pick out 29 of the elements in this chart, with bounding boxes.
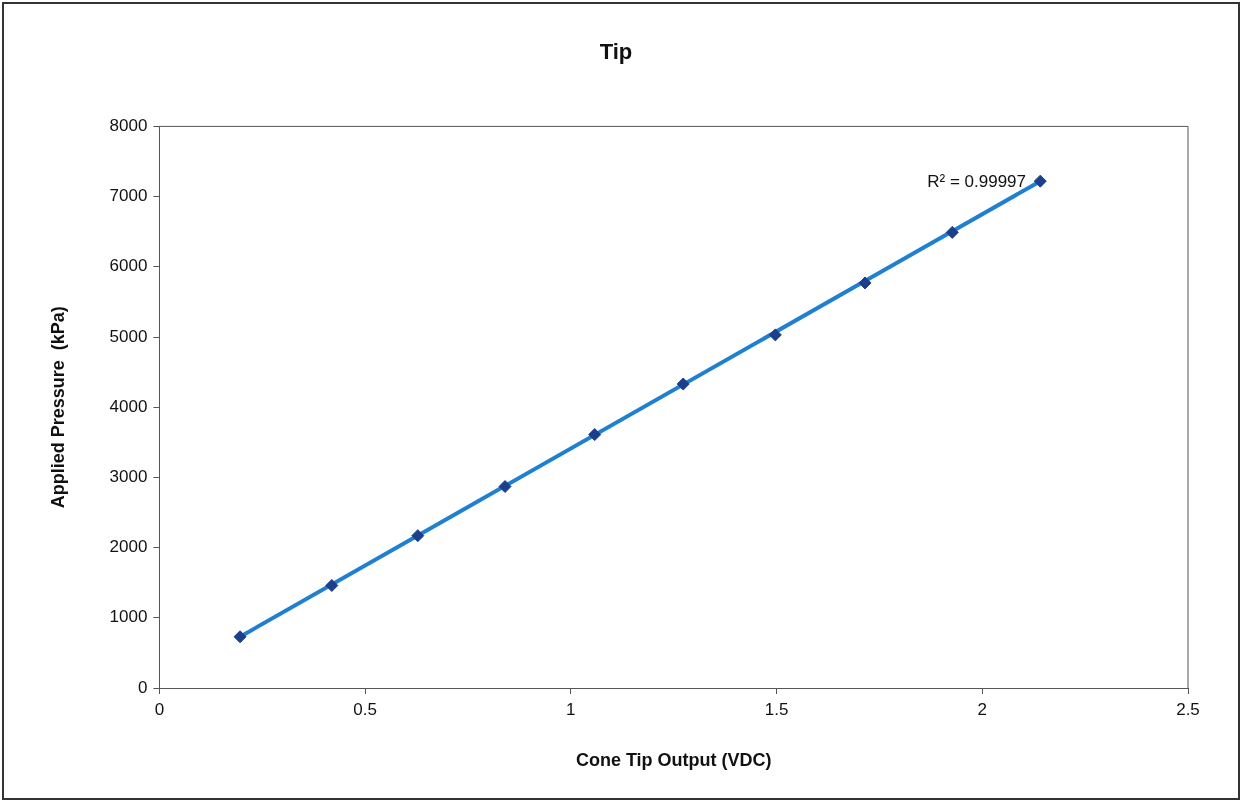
- point: [411, 529, 425, 543]
- point: [1033, 174, 1047, 188]
- y-tick-label: 2000: [109, 537, 148, 557]
- y-tick-label: 5000: [109, 326, 148, 346]
- x-tick-label: 0: [154, 699, 165, 719]
- point: [858, 276, 872, 290]
- y-tick-label: 4000: [109, 396, 148, 416]
- point: [768, 328, 782, 342]
- y-tick-label: 8000: [109, 116, 148, 136]
- y-tick-label: 7000: [109, 186, 148, 206]
- y-tick-label: 6000: [109, 256, 148, 276]
- point: [676, 377, 690, 391]
- point: [498, 480, 512, 494]
- x-tick-label: 2.5: [1176, 699, 1200, 719]
- chart-title: Tip: [599, 39, 633, 65]
- y-tick-label: 3000: [109, 467, 148, 487]
- point: [945, 225, 959, 239]
- point: [588, 428, 602, 442]
- x-tick-label: 0.5: [353, 699, 377, 719]
- x-tick-label: 1.5: [764, 699, 789, 719]
- point: [233, 630, 247, 644]
- point: [325, 579, 339, 593]
- x-axis-title: Cone Tip Output (VDC): [575, 750, 772, 771]
- y-tick-label: 0: [137, 677, 148, 697]
- x-tick-label: 2: [977, 699, 988, 719]
- x-tick-label: 1: [566, 699, 576, 719]
- annotation: R² = 0.99997: [927, 172, 1026, 192]
- y-tick-label: 1000: [109, 607, 148, 627]
- y-axis-title: Applied Pressure (kPa): [47, 306, 68, 509]
